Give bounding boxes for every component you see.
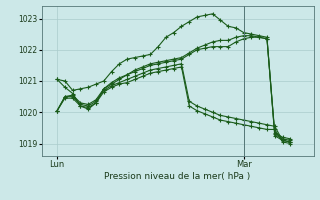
X-axis label: Pression niveau de la mer( hPa ): Pression niveau de la mer( hPa ) [104, 172, 251, 181]
